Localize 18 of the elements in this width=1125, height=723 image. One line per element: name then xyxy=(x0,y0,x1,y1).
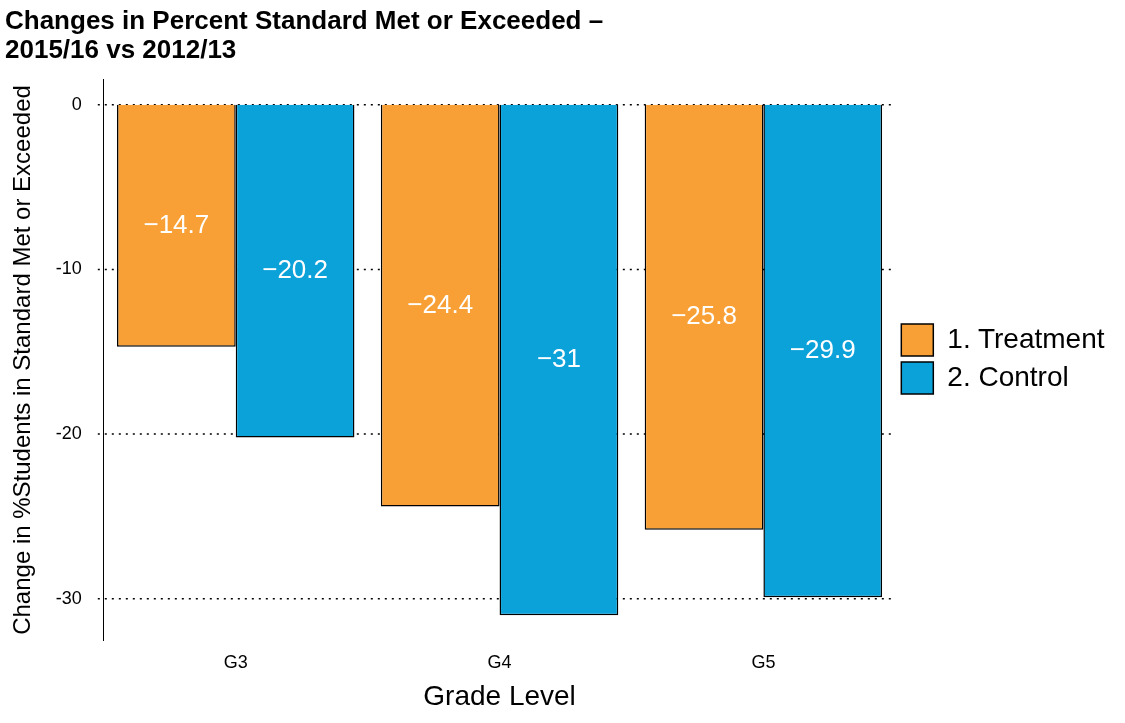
data-label: −31 xyxy=(536,343,581,374)
y-tick-label: -10 xyxy=(55,258,82,279)
legend-label: 2. Control xyxy=(947,360,1069,392)
y-axis-title: Change in %Students in Standard Met or Exceeded xyxy=(8,85,36,635)
data-label: −14.7 xyxy=(143,208,210,239)
y-tick-label: -20 xyxy=(55,423,82,444)
x-axis-title: Grade Level xyxy=(423,679,576,711)
data-label: −24.4 xyxy=(407,288,474,319)
chart-title: Changes in Percent Standard Met or Exceeded – 2015/16 vs 2012/13 xyxy=(5,5,604,65)
x-tick-label: G4 xyxy=(487,651,512,672)
y-tick-label: -30 xyxy=(55,587,82,608)
y-tick-label: 0 xyxy=(71,93,82,114)
data-label: −25.8 xyxy=(671,300,737,331)
data-label: −20.2 xyxy=(262,254,328,285)
x-tick-label: G5 xyxy=(751,651,776,672)
x-tick-label: G3 xyxy=(223,651,248,672)
legend-label: 1. Treatment xyxy=(947,322,1105,354)
data-label: −29.9 xyxy=(789,334,856,365)
